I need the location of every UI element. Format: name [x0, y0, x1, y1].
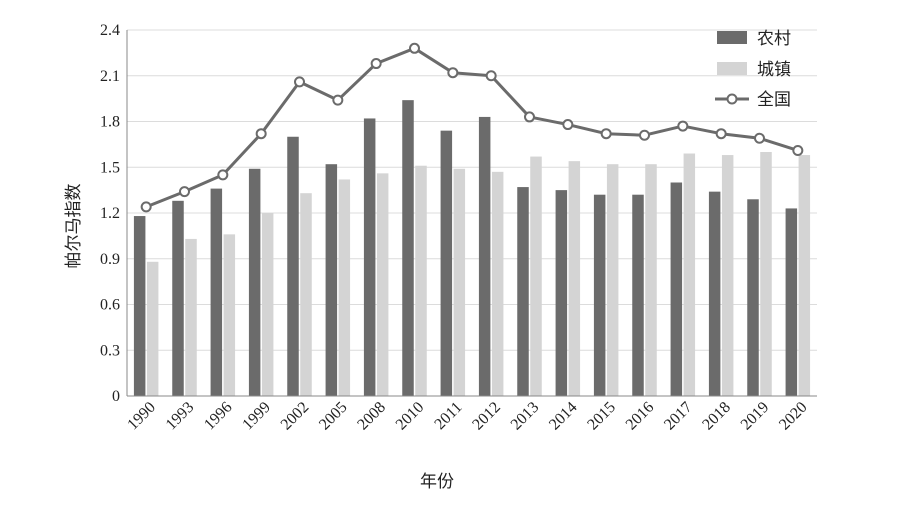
- bar-urban: [146, 261, 159, 396]
- bar-rural: [670, 182, 683, 396]
- y-axis-title: 帕尔马指数: [64, 184, 84, 269]
- x-tick-label: 2005: [316, 399, 351, 434]
- national-series-line: [145, 46, 799, 209]
- bar-rural: [210, 188, 223, 396]
- national-point: [600, 128, 612, 140]
- legend-swatch-national-marker: [726, 93, 738, 105]
- x-tick-label: 1996: [201, 399, 236, 434]
- bar-rural: [478, 116, 491, 397]
- y-tick-label: 0.6: [100, 297, 120, 314]
- bar-urban: [568, 161, 581, 396]
- x-tick-label: 2017: [661, 399, 696, 434]
- y-tick-label: 1.8: [100, 114, 120, 131]
- x-tick-label: 2011: [431, 399, 465, 433]
- national-point: [217, 169, 229, 181]
- national-point: [140, 201, 152, 213]
- bar-rural: [440, 130, 453, 396]
- x-tick-label: 1990: [124, 399, 159, 434]
- national-point: [179, 186, 190, 198]
- legend-label-urban: 城镇: [757, 60, 791, 80]
- national-point: [332, 94, 344, 106]
- bars: [133, 100, 811, 397]
- gridlines: [127, 29, 817, 351]
- national-point: [485, 70, 497, 82]
- y-tick-label: 2.1: [100, 68, 120, 85]
- x-tick-label: 1999: [239, 399, 274, 434]
- bar-urban: [760, 152, 772, 396]
- bar-urban: [300, 193, 312, 396]
- legend-label-rural: 农村: [757, 29, 791, 49]
- bar-rural: [363, 118, 376, 396]
- legend: 农村 城镇 全国: [715, 29, 791, 110]
- legend-label-national: 全国: [757, 90, 791, 110]
- bar-urban: [606, 164, 619, 396]
- bar-rural: [708, 191, 721, 396]
- x-tick-labels: 1990 1993 1996 1999 2002 2005 2008 2010 2011 2012…: [124, 399, 810, 434]
- national-point: [447, 67, 459, 79]
- bar-urban: [415, 165, 427, 396]
- x-tick-label: 2019: [738, 399, 773, 434]
- bar-rural: [172, 200, 184, 396]
- national-point: [294, 76, 305, 88]
- bar-urban: [185, 238, 197, 396]
- x-tick-label: 2018: [699, 399, 734, 434]
- bar-urban: [261, 213, 274, 396]
- x-tick-label: 2013: [508, 399, 543, 434]
- x-tick-label: 2020: [776, 399, 811, 434]
- national-point: [370, 58, 382, 70]
- national-point: [792, 144, 804, 156]
- national-point: [409, 42, 420, 54]
- bar-rural: [517, 187, 529, 396]
- bar-rural: [287, 136, 299, 396]
- national-point: [524, 111, 535, 123]
- bar-rural: [785, 208, 798, 396]
- bar-rural: [632, 194, 644, 396]
- y-tick-label: 2.4: [100, 22, 120, 39]
- x-tick-label: 2002: [278, 399, 313, 434]
- x-tick-label: 1993: [163, 399, 198, 434]
- bar-rural: [248, 168, 261, 396]
- bar-urban: [338, 179, 351, 396]
- x-tick-label: 2014: [546, 399, 581, 434]
- x-tick-label: 2016: [623, 399, 658, 434]
- bar-urban: [683, 153, 696, 396]
- national-point: [255, 128, 267, 140]
- y-tick-label: 0.9: [100, 251, 120, 268]
- national-point: [754, 132, 765, 144]
- x-tick-label: 2008: [354, 399, 389, 434]
- y-tick-label: 1.2: [100, 205, 120, 222]
- y-tick-label: 0: [112, 388, 120, 405]
- national-line: [140, 42, 804, 213]
- x-axis-title: 年份: [420, 472, 454, 492]
- national-point: [639, 129, 650, 141]
- bar-rural: [593, 194, 606, 396]
- bar-urban: [376, 173, 389, 396]
- bar-urban: [721, 155, 734, 396]
- bar-urban: [491, 171, 504, 396]
- bar-rural: [402, 100, 414, 397]
- bar-urban: [223, 234, 236, 396]
- bar-rural: [325, 164, 338, 396]
- bar-rural: [133, 216, 146, 396]
- x-tick-label: 2010: [393, 399, 428, 434]
- bar-urban: [645, 164, 657, 396]
- x-tick-label: 2012: [469, 399, 504, 434]
- national-point: [562, 119, 574, 131]
- bar-urban: [530, 156, 542, 396]
- bar-rural: [555, 190, 568, 396]
- bar-rural: [747, 199, 759, 396]
- x-tick-label: 2015: [584, 399, 619, 434]
- bar-urban: [453, 168, 466, 396]
- y-tick-label: 0.3: [100, 342, 120, 359]
- bar-urban: [798, 155, 811, 396]
- legend-swatch-rural: [717, 31, 747, 44]
- national-point: [715, 128, 727, 140]
- y-tick-labels: 0 0.3 0.6 0.9 1.2 1.5 1.8 2.1 2.4: [100, 22, 120, 405]
- national-point: [677, 120, 689, 132]
- y-tick-label: 1.5: [100, 159, 120, 176]
- legend-swatch-urban: [717, 62, 747, 75]
